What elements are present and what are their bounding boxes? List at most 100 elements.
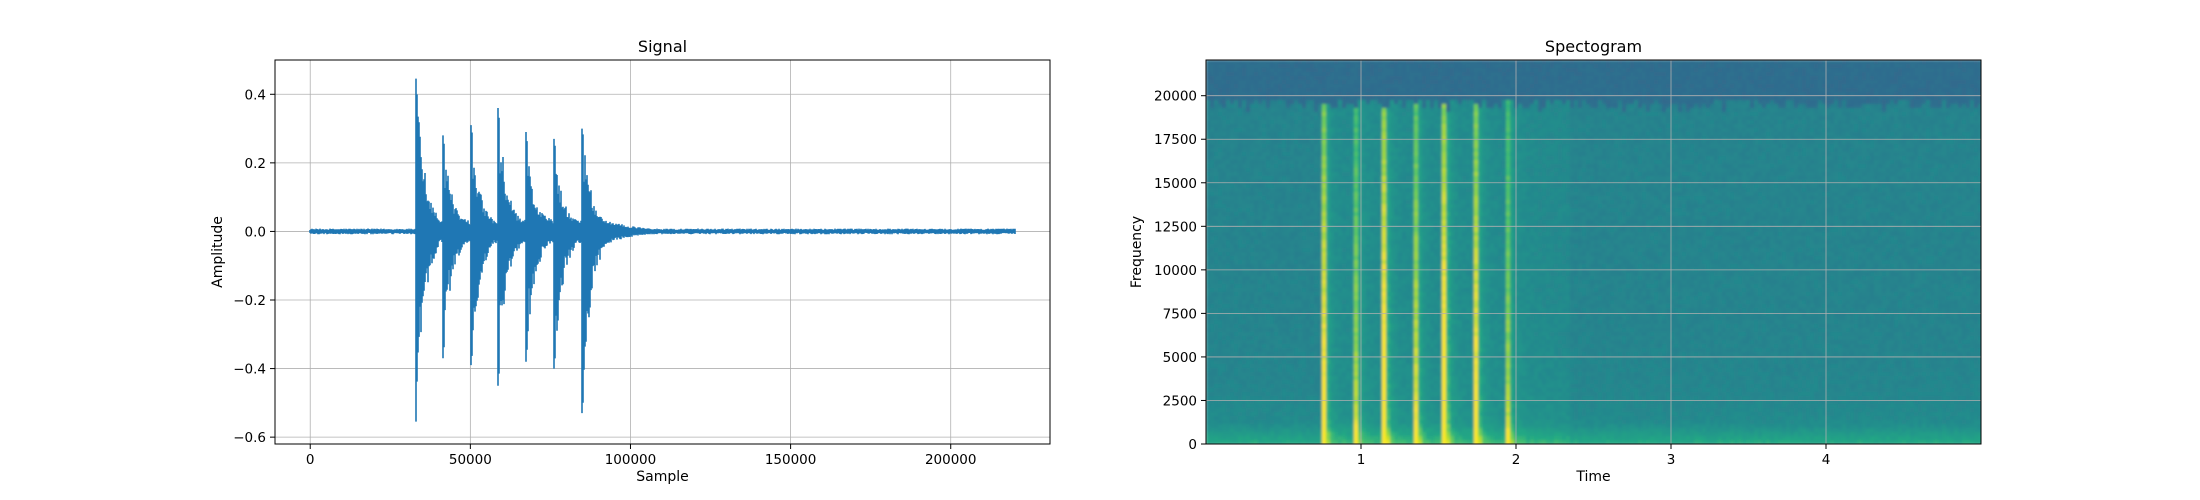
heat-cell bbox=[1318, 380, 1323, 385]
heat-cell bbox=[1214, 84, 1219, 89]
heat-cell bbox=[1278, 308, 1283, 313]
heat-cell bbox=[1326, 328, 1331, 333]
heat-cell bbox=[1350, 304, 1355, 309]
heat-cell bbox=[1294, 300, 1299, 305]
heat-cell bbox=[1314, 140, 1319, 145]
heat-cell bbox=[1370, 164, 1375, 169]
heat-cell bbox=[1242, 192, 1247, 197]
heat-cell bbox=[1390, 260, 1395, 265]
heat-cell bbox=[1410, 216, 1415, 221]
heat-cell bbox=[1322, 404, 1327, 409]
y-axis-label: Amplitude bbox=[210, 216, 226, 288]
heat-cell bbox=[1290, 344, 1295, 349]
heat-cell bbox=[1334, 84, 1339, 89]
heat-cell bbox=[1254, 164, 1259, 169]
heat-cell bbox=[1266, 124, 1271, 129]
heat-cell bbox=[1266, 252, 1271, 257]
heat-cell bbox=[1386, 72, 1391, 77]
heat-cell bbox=[1270, 164, 1275, 169]
heat-cell bbox=[1270, 340, 1275, 345]
heat-cell bbox=[1274, 84, 1279, 89]
heat-cell bbox=[1314, 328, 1319, 333]
heat-cell bbox=[1406, 120, 1411, 125]
heat-cell bbox=[1290, 412, 1295, 417]
heat-cell bbox=[1366, 188, 1371, 193]
heat-cell bbox=[1254, 176, 1259, 181]
heat-cell bbox=[1278, 76, 1283, 81]
heat-cell bbox=[1226, 172, 1231, 177]
heat-cell bbox=[1318, 208, 1323, 213]
heat-cell bbox=[1226, 280, 1231, 285]
heat-cell bbox=[1338, 268, 1343, 273]
heat-cell bbox=[1262, 336, 1267, 341]
heat-cell bbox=[1282, 104, 1287, 109]
heat-cell bbox=[1206, 176, 1211, 181]
heat-cell bbox=[1246, 348, 1251, 353]
heat-cell bbox=[1370, 368, 1375, 373]
heat-cell bbox=[1282, 288, 1287, 293]
heat-cell bbox=[1242, 384, 1247, 389]
heat-cell bbox=[1410, 256, 1415, 261]
heat-cell bbox=[1346, 84, 1351, 89]
heat-cell bbox=[1282, 200, 1287, 205]
heat-cell bbox=[1274, 392, 1279, 397]
heat-cell bbox=[1266, 384, 1271, 389]
heat-cell bbox=[1294, 260, 1299, 265]
heat-cell bbox=[1350, 380, 1355, 385]
heat-cell bbox=[1362, 364, 1367, 369]
heat-cell bbox=[1266, 80, 1271, 85]
heat-cell bbox=[1242, 288, 1247, 293]
heat-cell bbox=[1214, 100, 1219, 105]
heat-cell bbox=[1254, 236, 1259, 241]
heat-cell bbox=[1254, 376, 1259, 381]
heat-cell bbox=[1342, 280, 1347, 285]
heat-cell bbox=[1226, 204, 1231, 209]
heat-cell bbox=[1262, 324, 1267, 329]
heat-cell bbox=[1386, 68, 1391, 73]
heat-cell bbox=[1310, 188, 1315, 193]
heat-cell bbox=[1390, 60, 1395, 65]
heat-cell bbox=[1298, 404, 1303, 409]
heat-cell bbox=[1394, 392, 1399, 397]
heat-cell bbox=[1390, 272, 1395, 277]
heat-cell bbox=[1382, 92, 1387, 97]
heat-cell bbox=[1306, 284, 1311, 289]
heat-cell bbox=[1314, 212, 1319, 217]
heat-cell bbox=[1306, 176, 1311, 181]
heat-cell bbox=[1314, 380, 1319, 385]
heat-cell bbox=[1330, 148, 1335, 153]
heat-cell bbox=[1370, 296, 1375, 301]
heat-cell bbox=[1246, 84, 1251, 89]
heat-cell bbox=[1222, 128, 1227, 133]
heat-cell bbox=[1222, 100, 1227, 105]
heat-cell bbox=[1338, 340, 1343, 345]
heat-cell bbox=[1338, 380, 1343, 385]
heat-cell bbox=[1206, 248, 1211, 253]
heat-cell bbox=[1382, 156, 1387, 161]
heat-cell bbox=[1274, 236, 1279, 241]
heat-cell bbox=[1310, 364, 1315, 369]
heat-cell bbox=[1218, 152, 1223, 157]
heat-cell bbox=[1310, 168, 1315, 173]
heat-cell bbox=[1270, 96, 1275, 101]
heat-cell bbox=[1382, 272, 1387, 277]
heat-cell bbox=[1318, 284, 1323, 289]
heat-cell bbox=[1218, 440, 1223, 444]
heat-cell bbox=[1294, 268, 1299, 273]
heat-cell bbox=[1242, 408, 1247, 413]
heat-cell bbox=[1310, 256, 1315, 261]
heat-cell bbox=[1262, 416, 1267, 421]
heat-cell bbox=[1318, 164, 1323, 169]
heat-cell bbox=[1230, 112, 1235, 117]
heat-cell bbox=[1394, 96, 1399, 101]
heat-cell bbox=[1366, 232, 1371, 237]
heat-cell bbox=[1342, 340, 1347, 345]
heat-cell bbox=[1318, 168, 1323, 173]
heat-cell bbox=[1282, 292, 1287, 297]
heat-cell bbox=[1234, 432, 1239, 437]
heat-cell bbox=[1306, 428, 1311, 433]
heat-cell bbox=[1282, 384, 1287, 389]
heat-cell bbox=[1266, 400, 1271, 405]
heat-cell bbox=[1302, 364, 1307, 369]
heat-cell bbox=[1322, 156, 1327, 161]
